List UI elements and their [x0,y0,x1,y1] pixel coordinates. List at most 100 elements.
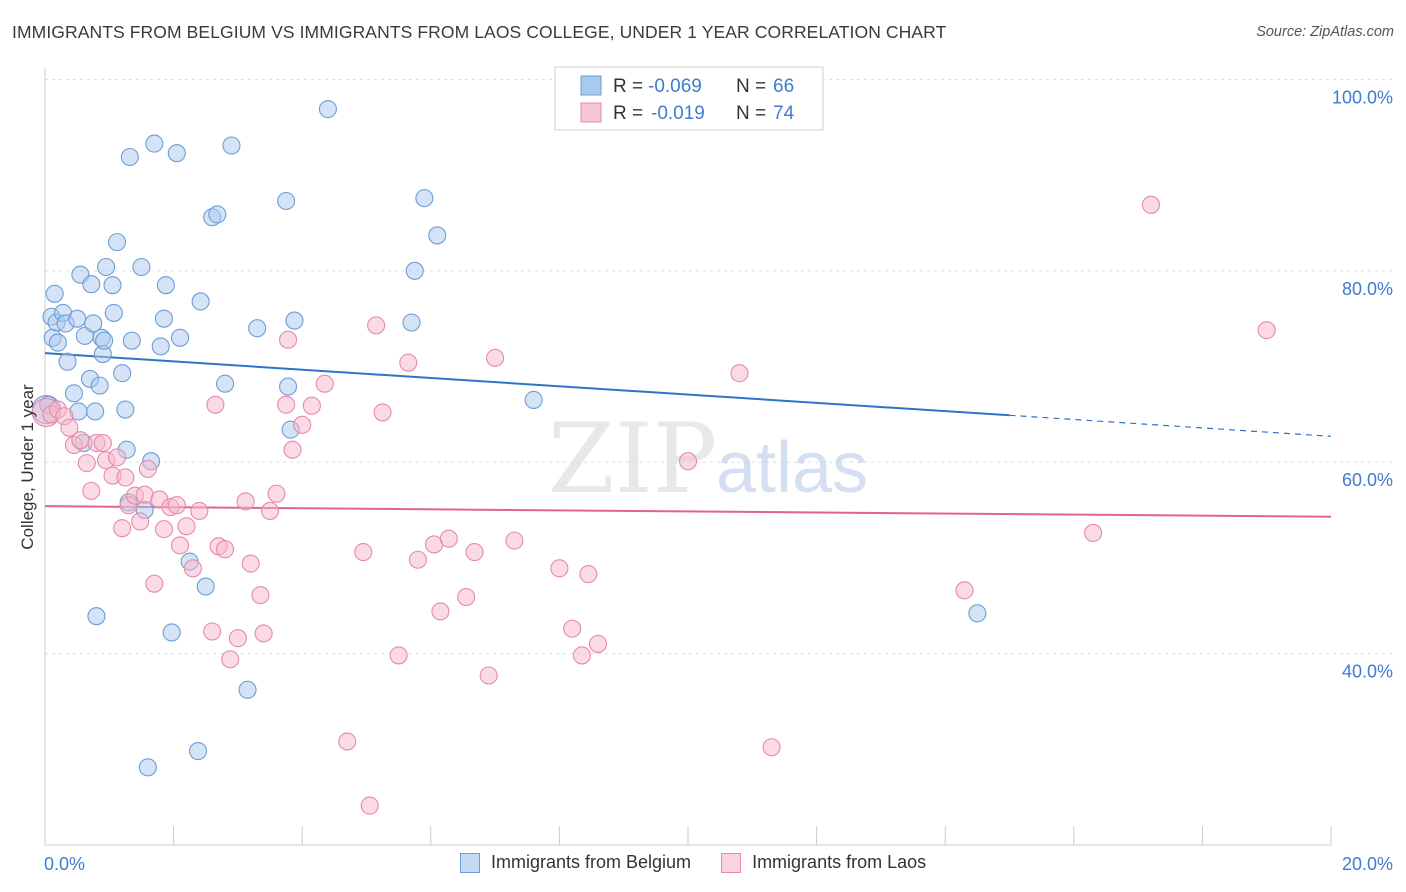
belgium-point [277,191,296,211]
belgium-point [145,134,164,153]
laos-point [479,666,498,685]
laos-point [762,738,781,757]
laos-point [228,629,247,648]
correlation-legend: R = -0.069 N = 66 R = -0.019 N = 74 [554,66,824,131]
laos-point [190,501,209,521]
y-tick-label-60: 60.0% [1342,470,1393,490]
laos-point [338,732,357,751]
belgium-point [248,319,267,338]
belgium-point [113,364,132,383]
laos-point [1257,321,1276,340]
belgium-point [48,333,67,352]
belgium-point [87,607,106,626]
belgium-point [215,374,235,393]
belgium-point [238,680,257,699]
belgium-point [968,604,987,623]
belgium-point [191,292,210,311]
legend-swatch-laos [580,102,602,123]
laos-point [408,550,427,569]
belgium-point [68,309,87,328]
x-tick-label-min: 0.0% [44,854,85,874]
laos-point [254,624,273,643]
laos-point [138,459,157,478]
y-tick-label-40: 40.0% [1342,662,1393,682]
laos-point [955,581,974,600]
belgium-point [120,147,139,167]
belgium-point [222,136,241,155]
belgium-point [402,313,421,332]
legend-n-label-laos: N = [736,103,766,124]
trend-lines [44,352,1332,518]
trend-line-belgium [44,352,1010,417]
laos-point [116,468,135,487]
laos-point [131,512,150,531]
belgium-point [170,328,190,347]
belgium-point [95,331,114,350]
laos-point [279,330,298,349]
belgium-point [415,189,434,208]
watermark-atlas: atlas [716,428,868,508]
belgium-point [116,400,135,419]
laos-point [457,588,476,607]
source-credit: Source: ZipAtlas.com [1256,24,1394,40]
belgium-point [156,276,175,295]
belgium-point [151,337,170,356]
legend-swatch-belgium [580,75,602,96]
laos-point [563,619,582,638]
laos-point [579,565,598,584]
belgium-point [285,311,304,330]
laos-point [241,554,260,573]
legend-r-value-laos: -0.019 [651,103,705,124]
y-axis-label: College, Under 1 year [18,384,37,550]
laos-point [177,517,196,536]
belgium-point [90,376,109,395]
belgium-point [196,577,215,596]
belgium-point [104,303,123,322]
series-legend: Immigrants from Belgium Immigrants from … [460,852,956,873]
laos-point [145,574,164,593]
series-laos-points [31,195,1276,815]
x-tick-label-max: 20.0% [1342,854,1393,874]
belgium-point [162,623,181,642]
legend-label-laos: Immigrants from Laos [752,852,927,872]
legend-label-belgium: Immigrants from Belgium [491,852,692,872]
trend-line-belgium-extension [1009,414,1332,437]
laos-point [373,403,392,422]
belgium-point [208,205,227,224]
laos-point [389,646,408,665]
laos-point [260,501,280,521]
belgium-point [64,384,83,403]
belgium-point [279,377,298,396]
laos-point [465,543,484,562]
legend-marker-belgium [460,852,480,873]
laos-point [93,433,112,453]
laos-point [730,364,749,383]
belgium-point [58,352,77,371]
grid-lines [45,79,1392,654]
laos-point [113,519,132,538]
laos-point [60,418,79,437]
y-tick-labels: 40.0% 60.0% 80.0% 100.0% [1332,88,1393,682]
laos-point [588,634,608,653]
belgium-point [188,742,208,761]
laos-point [183,559,202,578]
laos-point [302,396,321,415]
legend-r-label-laos: R = [613,103,643,124]
laos-point [267,484,286,503]
belgium-point [167,144,186,163]
laos-point [1141,195,1161,214]
laos-point [82,481,101,500]
belgium-point [524,390,543,410]
legend-marker-laos [721,852,742,873]
legend-item-belgium: Immigrants from Belgium [460,852,691,873]
watermark: ZIP atlas [548,403,868,515]
y-tick-label-80: 80.0% [1342,279,1393,299]
legend-n-value-belgium: 66 [773,76,794,97]
laos-point [439,529,458,548]
laos-point [203,622,222,641]
laos-point [360,796,379,815]
laos-point [251,586,270,605]
laos-point [367,316,386,335]
belgium-point [97,257,116,277]
